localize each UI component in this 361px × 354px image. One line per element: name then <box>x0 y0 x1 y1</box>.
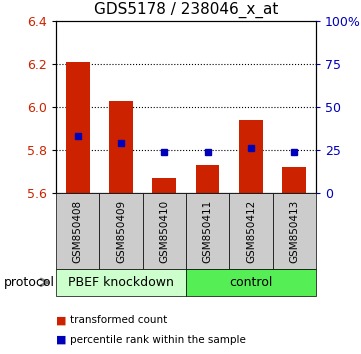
Text: transformed count: transformed count <box>70 315 168 325</box>
Text: GSM850412: GSM850412 <box>246 199 256 263</box>
Text: GSM850410: GSM850410 <box>159 199 169 263</box>
Text: ■: ■ <box>56 315 66 325</box>
Text: GSM850409: GSM850409 <box>116 199 126 263</box>
Text: GSM850413: GSM850413 <box>289 199 299 263</box>
Text: control: control <box>229 276 273 289</box>
Bar <box>196 165 219 193</box>
Bar <box>239 120 263 193</box>
Text: PBEF knockdown: PBEF knockdown <box>68 276 174 289</box>
Bar <box>282 167 306 193</box>
Bar <box>109 101 133 193</box>
Text: GSM850408: GSM850408 <box>73 199 83 263</box>
Text: GSM850411: GSM850411 <box>203 199 213 263</box>
Text: protocol: protocol <box>4 276 55 289</box>
Text: percentile rank within the sample: percentile rank within the sample <box>70 335 246 345</box>
Bar <box>152 178 176 193</box>
Bar <box>66 62 90 193</box>
Text: ■: ■ <box>56 335 66 345</box>
Title: GDS5178 / 238046_x_at: GDS5178 / 238046_x_at <box>94 2 278 18</box>
